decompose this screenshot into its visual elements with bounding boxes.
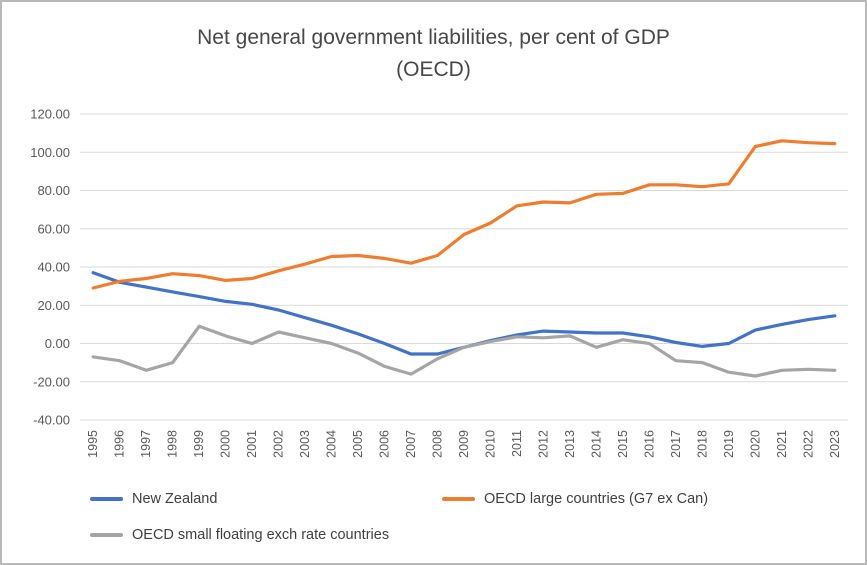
x-axis-tick-label: 2011 [510, 430, 524, 457]
x-axis-tick-label: 2023 [828, 430, 842, 458]
x-axis-tick-label: 2002 [272, 430, 286, 458]
x-axis-tick-label: 2015 [616, 430, 630, 458]
x-axis-tick-label: 2001 [245, 430, 259, 458]
x-axis-tick-label: 2020 [748, 430, 762, 458]
y-axis-tick-label: 40.00 [37, 260, 70, 275]
x-axis-tick-label: 2013 [563, 430, 577, 458]
legend-label-new-zealand: New Zealand [132, 491, 218, 507]
x-axis-tick-label: 2010 [483, 430, 497, 458]
y-axis-tick-label: 20.00 [37, 298, 70, 313]
x-axis-tick-label: 1997 [139, 430, 153, 458]
x-axis-tick-label: 2006 [378, 430, 392, 458]
legend-item-oecd-large-countries: OECD large countries (G7 ex Can) [442, 491, 708, 507]
x-axis-tick-label: 1995 [86, 430, 100, 458]
legend-line-swatch-oecd-small-floating [90, 533, 123, 537]
legend-label-oecd-large-countries: OECD large countries (G7 ex Can) [484, 491, 709, 507]
x-axis-tick-label: 2016 [642, 430, 656, 458]
legend-line-swatch-oecd-large-countries [442, 497, 475, 501]
legend-item-new-zealand: New Zealand [90, 491, 217, 507]
x-axis-tick-label: 2009 [457, 430, 471, 458]
x-axis-tick-label: 2022 [801, 430, 815, 458]
x-axis-tick-label: 1999 [192, 430, 206, 458]
y-axis-tick-label: -20.00 [33, 374, 70, 389]
series-line-oecd-small-floating [91, 324, 837, 378]
x-axis-tick-label: 2012 [536, 430, 550, 458]
series-line-oecd-large-countries [91, 139, 837, 290]
x-axis-tick-label: 2008 [431, 430, 445, 458]
x-axis-tick-label: 2005 [351, 430, 365, 458]
y-axis-tick-label: 80.00 [37, 183, 70, 198]
x-axis-tick-label: 2019 [722, 430, 736, 458]
legend-label-oecd-small-floating: OECD small floating exch rate countries [132, 527, 390, 543]
x-axis-tick-label: 2017 [669, 430, 683, 458]
legend-line-swatch-new-zealand [90, 497, 123, 501]
legend-item-oecd-small-floating: OECD small floating exch rate countries [90, 527, 389, 543]
x-axis-tick-label: 2007 [404, 430, 418, 458]
x-axis-tick-label: 2021 [775, 430, 789, 458]
x-axis-tick-label: 2014 [589, 430, 603, 458]
x-axis-tick-label: 2004 [325, 430, 339, 458]
y-axis-tick-label: 60.00 [37, 221, 70, 236]
y-axis-tick-label: 100.00 [30, 145, 70, 160]
x-axis-tick-label: 2018 [695, 430, 709, 458]
x-axis-tick-label: 2000 [219, 430, 233, 458]
x-axis-tick-label: 2003 [298, 430, 312, 458]
x-axis-tick-label: 1998 [166, 430, 180, 458]
y-axis-tick-label: 120.00 [30, 107, 70, 122]
series-line-new-zealand [91, 271, 837, 356]
x-axis-tick-label: 1996 [113, 430, 127, 458]
chart-title: Net general government liabilities, per … [197, 26, 670, 81]
y-axis-tick-label: 0.00 [45, 336, 70, 351]
y-axis-tick-label: -40.00 [33, 413, 70, 428]
